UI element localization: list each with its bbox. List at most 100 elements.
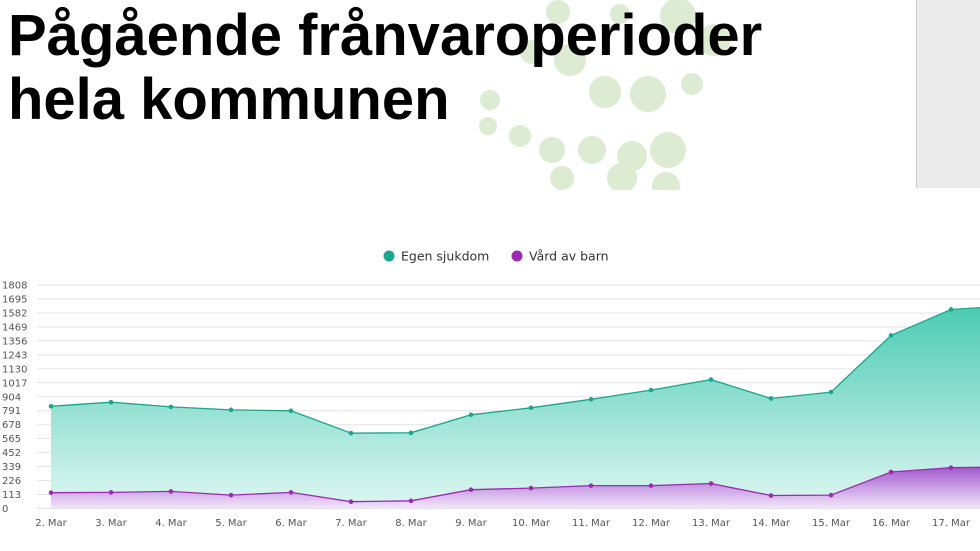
legend-marker-egen-sjukdom [383,250,395,262]
x-tick-label: 11. Mar [572,518,611,529]
data-point[interactable] [228,492,234,498]
data-point[interactable] [648,387,654,393]
legend-marker-vard-av-barn [511,250,523,262]
x-tick-label: 8. Mar [395,518,427,529]
data-point[interactable] [108,490,114,495]
y-tick-label: 1130 [2,364,27,375]
y-tick-label: 1356 [2,336,27,347]
data-point[interactable] [228,407,234,413]
decor-dot [652,172,680,190]
y-tick-label: 226 [2,476,21,487]
decor-dot [554,44,586,76]
data-point[interactable] [588,397,594,402]
decor-dot [546,0,570,24]
slide-title-line-1: Pågående frånvaroperioder [8,3,763,68]
data-point[interactable] [108,399,114,405]
data-point[interactable] [828,492,834,498]
decor-dot [578,136,606,164]
data-point[interactable] [948,307,954,312]
data-point[interactable] [528,485,534,491]
slide-title: Pågående frånvaroperioder hela kommunen [8,4,762,132]
decor-dot [589,76,621,108]
x-tick-label: 12. Mar [632,518,671,529]
data-point[interactable] [468,487,474,493]
side-panel [916,0,980,188]
y-tick-label: 0 [2,504,8,515]
y-tick-label: 565 [2,434,21,445]
data-point[interactable] [288,408,294,414]
x-tick-label: 17. Mar [932,518,971,529]
decor-dot [480,90,500,110]
decor-dot [660,0,696,34]
y-tick-label: 1243 [2,350,27,361]
y-tick-label: 113 [2,490,21,501]
y-tick-label: 339 [2,462,21,473]
legend-label-egen-sjukdom: Egen sjukdom [401,249,489,264]
data-point[interactable] [48,490,54,495]
y-tick-label: 1808 [2,281,27,292]
y-axis-ticks: 0 113 226 339 452 565 678 791 904 1017 1130 1243 135… [2,281,27,516]
y-tick-label: 452 [2,448,21,459]
data-point[interactable] [768,396,774,401]
decor-dot [550,166,574,190]
decor-dot [509,125,531,147]
x-tick-label: 3. Mar [95,518,127,529]
decor-dot [610,4,630,24]
data-point[interactable] [828,389,834,395]
data-point[interactable] [768,493,774,498]
legend-item-vard-av-barn[interactable]: Vård av barn [511,249,609,264]
legend-label-vard-av-barn: Vård av barn [529,249,609,264]
x-axis-ticks: 2. Mar 3. Mar 4. Mar 5. Mar 6. Mar 7. Mar 8. M… [35,518,971,529]
decor-dot [630,76,666,112]
series-area [51,467,980,509]
area-chart: Egen sjukdom Vård av barn 0 113 226 339 452 5… [2,249,980,529]
decor-dot [681,73,703,95]
y-tick-label: 1695 [2,294,27,305]
x-tick-label: 16. Mar [872,518,911,529]
data-point[interactable] [888,469,894,475]
x-tick-label: 13. Mar [692,518,731,529]
decor-dot [479,117,497,135]
y-tick-label: 1017 [2,378,27,389]
data-point[interactable] [348,430,354,436]
data-point[interactable] [348,499,354,505]
x-tick-label: 5. Mar [215,518,247,529]
decorative-dot-pattern [479,0,730,190]
x-tick-label: 9. Mar [455,518,487,529]
data-point[interactable] [408,498,414,504]
decor-dot [539,137,565,163]
x-tick-label: 6. Mar [275,518,307,529]
data-point[interactable] [288,490,294,495]
decor-dot [650,132,686,168]
series-area [51,307,980,509]
x-tick-label: 10. Mar [512,518,551,529]
y-tick-label: 1582 [2,308,27,319]
data-point[interactable] [468,412,474,418]
data-point[interactable] [708,481,714,486]
x-tick-label: 7. Mar [335,518,367,529]
data-point[interactable] [948,465,954,471]
x-tick-label: 15. Mar [812,518,851,529]
data-point[interactable] [708,377,714,382]
data-point[interactable] [48,403,54,409]
chart-legend: Egen sjukdom Vård av barn [383,249,609,264]
slide-title-line-2: hela kommunen [8,67,450,132]
data-point[interactable] [168,404,174,410]
legend-item-egen-sjukdom[interactable]: Egen sjukdom [383,249,490,264]
x-tick-label: 4. Mar [155,518,187,529]
plot-areas [50,306,980,509]
y-tick-label: 1469 [2,322,27,333]
x-tick-label: 14. Mar [752,518,791,529]
data-points [48,307,954,505]
data-point[interactable] [528,405,534,411]
data-point[interactable] [888,333,894,338]
x-tick-label: 2. Mar [35,518,67,529]
data-point[interactable] [588,483,594,488]
y-tick-label: 904 [2,392,21,403]
data-point[interactable] [648,483,654,488]
y-tick-label: 678 [2,420,21,431]
data-point[interactable] [408,430,414,436]
data-point[interactable] [168,489,174,494]
decor-dot [607,163,637,190]
y-tick-label: 791 [2,406,21,417]
